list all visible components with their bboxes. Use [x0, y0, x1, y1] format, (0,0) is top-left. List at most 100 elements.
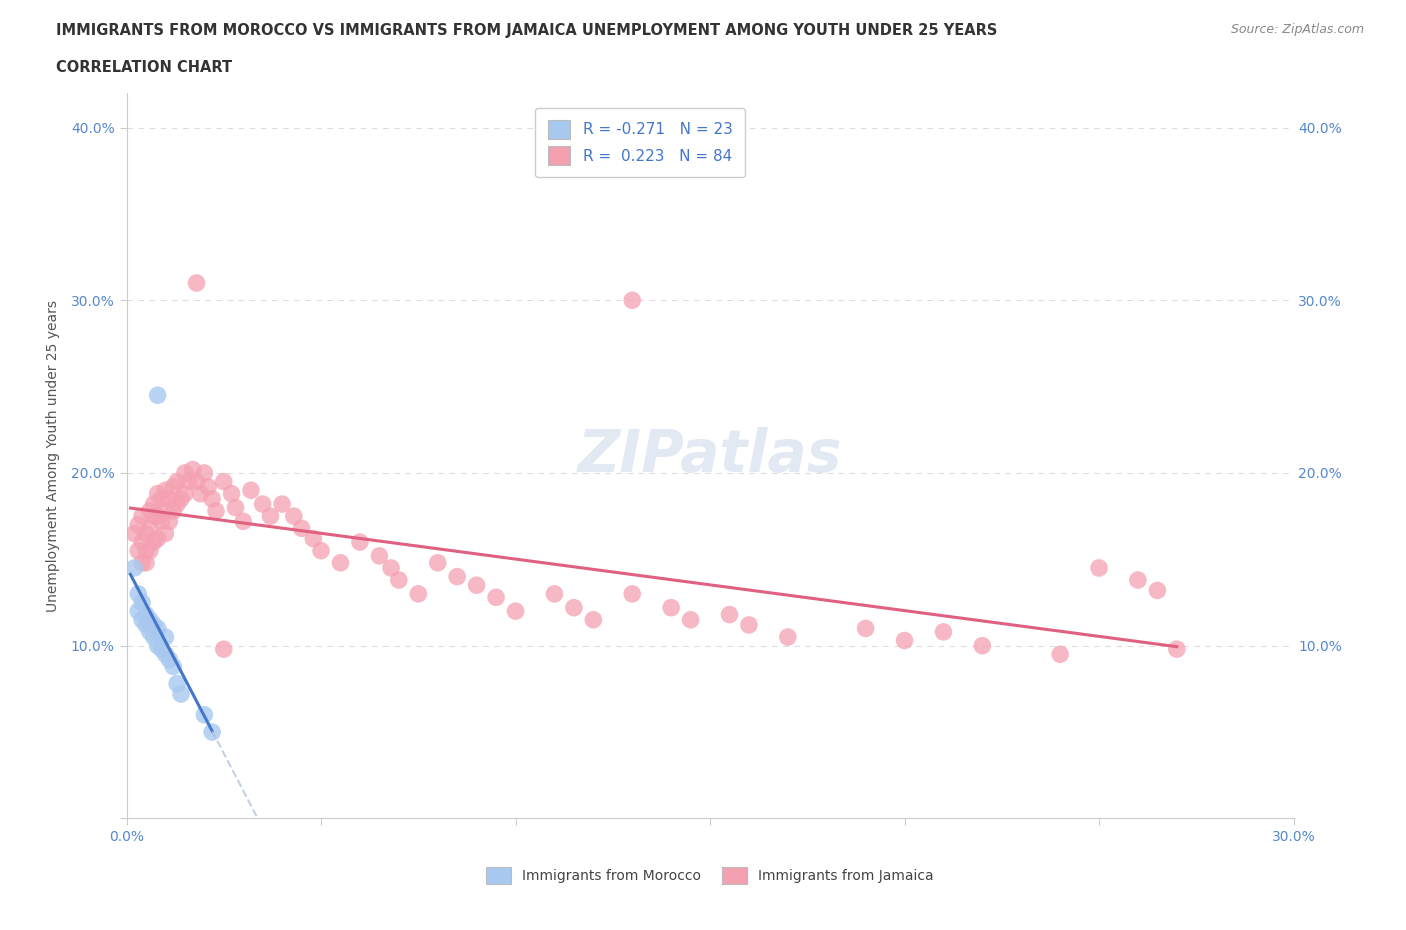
Point [170, 686, 193, 701]
Point [543, 587, 565, 602]
Point [142, 509, 165, 524]
Point [329, 555, 352, 570]
Point [738, 618, 761, 632]
Point [408, 587, 430, 602]
Point [170, 491, 193, 506]
Point [380, 561, 402, 576]
Point [465, 578, 488, 592]
Point [127, 517, 149, 532]
Point [186, 275, 208, 290]
Point [142, 497, 165, 512]
Point [181, 462, 204, 477]
Point [155, 483, 177, 498]
Point [1166, 642, 1188, 657]
Point [190, 486, 212, 501]
Point [232, 514, 254, 529]
Point [124, 526, 146, 541]
Point [659, 600, 682, 615]
Point [150, 642, 173, 657]
Point [135, 543, 157, 558]
Point [776, 630, 799, 644]
Point [157, 652, 180, 667]
Point [349, 535, 371, 550]
Point [131, 555, 153, 570]
Point [212, 642, 235, 657]
Point [718, 607, 741, 622]
Text: CORRELATION CHART: CORRELATION CHART [56, 60, 232, 75]
Point [290, 521, 312, 536]
Point [155, 630, 177, 644]
Point [131, 595, 153, 610]
Point [174, 486, 197, 501]
Point [193, 466, 215, 481]
Point [139, 624, 162, 639]
Point [146, 638, 169, 653]
Point [162, 503, 184, 518]
Point [155, 526, 177, 541]
Point [221, 486, 243, 501]
Point [146, 531, 169, 546]
Point [201, 724, 224, 739]
Point [146, 388, 169, 403]
Point [186, 474, 208, 489]
Point [679, 612, 702, 627]
Point [621, 587, 644, 602]
Point [157, 491, 180, 506]
Point [205, 503, 228, 518]
Text: Source: ZipAtlas.com: Source: ZipAtlas.com [1230, 23, 1364, 36]
Point [201, 491, 224, 506]
Point [135, 618, 157, 632]
Point [259, 509, 281, 524]
Point [368, 549, 391, 564]
Legend: Immigrants from Morocco, Immigrants from Jamaica: Immigrants from Morocco, Immigrants from… [475, 856, 945, 895]
Point [446, 569, 468, 584]
Point [855, 621, 877, 636]
Point [252, 497, 274, 512]
Point [240, 483, 263, 498]
Point [309, 543, 332, 558]
Point [166, 497, 188, 512]
Point [972, 638, 994, 653]
Point [155, 503, 177, 518]
Point [127, 543, 149, 558]
Point [135, 607, 157, 622]
Point [150, 491, 173, 506]
Point [224, 500, 246, 515]
Point [146, 621, 169, 636]
Point [271, 497, 294, 512]
Point [157, 514, 180, 529]
Point [283, 509, 305, 524]
Point [174, 466, 197, 481]
Point [139, 521, 162, 536]
Point [932, 624, 955, 639]
Text: ZIPatlas: ZIPatlas [578, 427, 842, 485]
Y-axis label: Unemployment Among Youth under 25 years: Unemployment Among Youth under 25 years [46, 299, 59, 612]
Point [1049, 647, 1071, 662]
Point [893, 633, 915, 648]
Point [166, 474, 188, 489]
Point [135, 555, 157, 570]
Point [197, 479, 219, 494]
Point [139, 612, 162, 627]
Point [166, 676, 188, 691]
Point [485, 590, 508, 604]
Point [302, 531, 325, 546]
Point [1146, 583, 1168, 598]
Point [162, 659, 184, 674]
Point [142, 630, 165, 644]
Point [562, 600, 585, 615]
Point [135, 526, 157, 541]
Point [155, 647, 177, 662]
Point [142, 535, 165, 550]
Point [505, 604, 527, 618]
Point [621, 293, 644, 308]
Point [177, 474, 200, 489]
Point [1088, 561, 1111, 576]
Point [388, 573, 411, 588]
Point [162, 479, 184, 494]
Point [142, 618, 165, 632]
Point [193, 708, 215, 723]
Point [127, 604, 149, 618]
Point [582, 612, 605, 627]
Point [146, 486, 169, 501]
